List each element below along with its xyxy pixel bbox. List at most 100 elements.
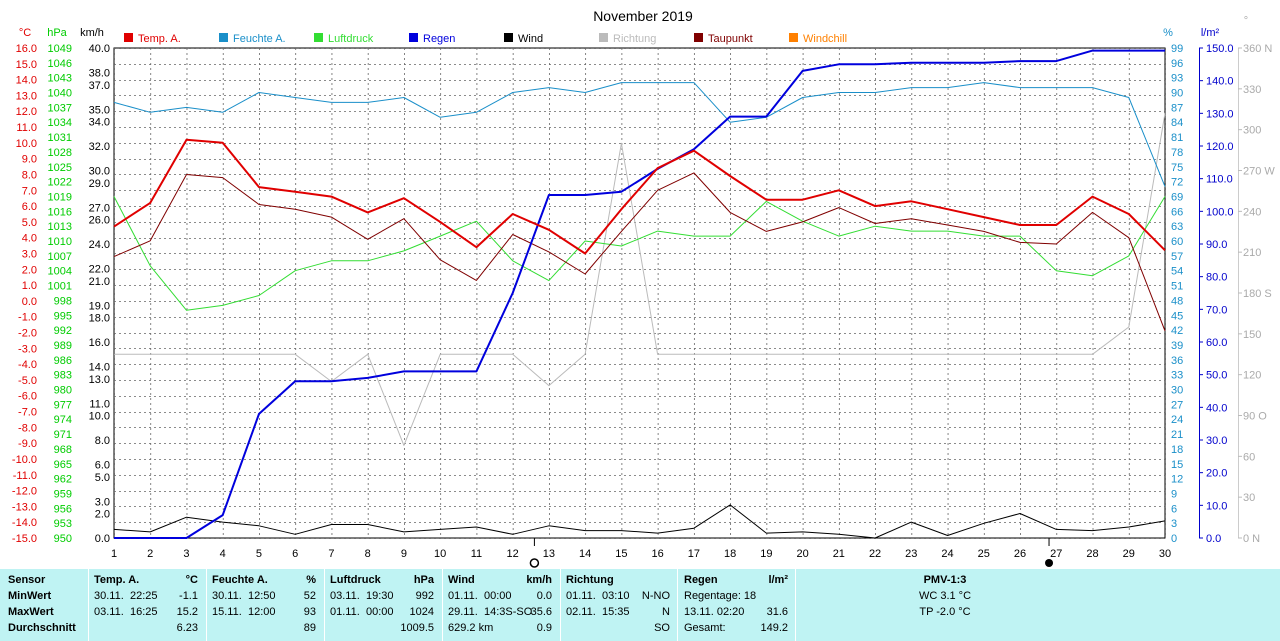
press-max-value: 1024 bbox=[409, 606, 434, 618]
hum-tick-label: 90 bbox=[1171, 88, 1183, 100]
legend-swatch bbox=[694, 33, 703, 42]
wind-tick-label: 0.0 bbox=[95, 533, 110, 545]
temp-max-date: 03.11. bbox=[94, 606, 124, 618]
x-tick-label: 10 bbox=[434, 548, 446, 560]
x-tick-label: 23 bbox=[905, 548, 917, 560]
wind-tick-label: 16.0 bbox=[89, 337, 110, 349]
wind-tick-label: 10.0 bbox=[89, 411, 110, 423]
series-temp-a-line bbox=[113, 138, 1166, 255]
x-tick-label: 3 bbox=[183, 548, 189, 560]
dir-tick-label: 210 bbox=[1243, 247, 1261, 259]
max-label: MaxWert bbox=[8, 606, 54, 618]
chart-title: November 2019 bbox=[593, 8, 693, 24]
min-label: MinWert bbox=[8, 590, 52, 602]
temp-tick-label: -2.0 bbox=[18, 328, 37, 340]
hpa-tick-label: 1028 bbox=[48, 147, 72, 159]
wind-tick-label: 38.0 bbox=[89, 68, 110, 80]
hum-tick-label: 72 bbox=[1171, 177, 1183, 189]
temp-tick-label: -4.0 bbox=[18, 359, 37, 371]
x-tick-label: 6 bbox=[292, 548, 298, 560]
x-tick-label: 25 bbox=[978, 548, 990, 560]
sensor-header: Sensor bbox=[8, 574, 46, 586]
dir-tick-label: 270 W bbox=[1243, 166, 1275, 178]
hum-tick-label: 81 bbox=[1171, 132, 1183, 144]
wind-tick-label: 14.0 bbox=[89, 362, 110, 374]
hum-min-date: 30.11. bbox=[212, 590, 242, 602]
axis-units: °C hPa km/h% l/m² ° bbox=[19, 15, 1248, 39]
dir-min-date: 01.11. bbox=[566, 590, 596, 602]
summary-panel: Sensor MinWert MaxWert Durchschnitt Temp… bbox=[0, 569, 1280, 641]
dir-max-time: 15:35 bbox=[602, 606, 630, 618]
hum-tick-label: 93 bbox=[1171, 73, 1183, 85]
hpa-tick-label: 989 bbox=[54, 340, 72, 352]
hum-tick-label: 0 bbox=[1171, 533, 1177, 545]
rain-tick-label: 140.0 bbox=[1206, 76, 1234, 88]
hum-tick-label: 45 bbox=[1171, 310, 1183, 322]
temp-tick-label: -5.0 bbox=[18, 375, 37, 387]
chart-series bbox=[113, 49, 1166, 539]
legend-swatch bbox=[219, 33, 228, 42]
hpa-tick-label: 971 bbox=[54, 429, 72, 441]
hum-max-date: 15.11. bbox=[212, 606, 242, 618]
rain-tick-label: 80.0 bbox=[1206, 272, 1227, 284]
hpa-tick-label: 998 bbox=[54, 295, 72, 307]
wind-tick-label: 34.0 bbox=[89, 117, 110, 129]
rain-tick-label: 130.0 bbox=[1206, 108, 1234, 120]
hpa-tick-label: 977 bbox=[54, 399, 72, 411]
hpa-tick-label: 1013 bbox=[48, 221, 72, 233]
wind-tick-label: 11.0 bbox=[89, 398, 110, 410]
rain-header: Regen bbox=[684, 574, 718, 586]
pmv-header: PMV-1:3 bbox=[923, 574, 967, 586]
x-tick-label: 28 bbox=[1086, 548, 1098, 560]
hpa-tick-label: 1031 bbox=[48, 132, 72, 144]
right-axes: 9996939087848178757269666360575451484542… bbox=[1171, 43, 1275, 545]
hum-max-time: 12:00 bbox=[248, 606, 276, 618]
x-tick-label: 19 bbox=[760, 548, 772, 560]
rain-unit-label: l/m² bbox=[1201, 27, 1220, 39]
x-tick-label: 22 bbox=[869, 548, 881, 560]
hum-tick-label: 18 bbox=[1171, 444, 1183, 456]
hum-tick-label: 3 bbox=[1171, 518, 1177, 530]
pmv-wc: WC 3.1 °C bbox=[918, 590, 972, 602]
hpa-tick-label: 1001 bbox=[48, 281, 72, 293]
hpa-tick-label: 959 bbox=[54, 488, 72, 500]
hum-tick-label: 30 bbox=[1171, 385, 1183, 397]
temp-tick-label: -11.0 bbox=[13, 470, 37, 482]
x-tick-label: 15 bbox=[615, 548, 627, 560]
press-max-date: 01.11. bbox=[330, 606, 360, 618]
wind-tick-label: 29.0 bbox=[89, 178, 110, 190]
temp-tick-label: 5.0 bbox=[22, 217, 37, 229]
hpa-tick-label: 980 bbox=[54, 385, 72, 397]
rain-tick-label: 150.0 bbox=[1206, 43, 1234, 55]
temp-tick-label: -1.0 bbox=[18, 312, 37, 324]
wind-tick-label: 3.0 bbox=[95, 496, 110, 508]
rain-days: Regentage: 18 bbox=[684, 590, 757, 602]
temp-tick-label: 4.0 bbox=[22, 233, 37, 245]
legend-label: Taupunkt bbox=[708, 33, 753, 45]
hum-tick-label: 54 bbox=[1171, 266, 1183, 278]
x-tick-label: 7 bbox=[328, 548, 334, 560]
hpa-unit-label: hPa bbox=[47, 27, 67, 39]
temp-max-time: 16:25 bbox=[130, 606, 158, 618]
wind-unit-label: km/h bbox=[80, 27, 104, 39]
press-unit: hPa bbox=[413, 574, 434, 586]
pmv-column: PMV-1:3 WC 3.1 °C TP -2.0 °C bbox=[880, 573, 1010, 621]
hum-tick-label: 15 bbox=[1171, 459, 1183, 471]
series-luftdruck-line bbox=[113, 196, 1166, 311]
hpa-tick-label: 1022 bbox=[48, 177, 72, 189]
temp-tick-label: -15.0 bbox=[12, 533, 37, 545]
wind-tick-label: 24.0 bbox=[89, 239, 110, 251]
wind-max-value: 35.6 bbox=[530, 606, 552, 618]
dir-header: Richtung bbox=[566, 574, 614, 586]
wind-tick-label: 27.0 bbox=[89, 202, 110, 214]
hpa-tick-label: 1007 bbox=[48, 251, 72, 263]
x-tick-label: 26 bbox=[1014, 548, 1026, 560]
wind-tick-label: 19.0 bbox=[89, 300, 110, 312]
rain-tick-label: 50.0 bbox=[1206, 370, 1227, 382]
x-tick-label: 30 bbox=[1159, 548, 1171, 560]
temp-tick-label: -8.0 bbox=[18, 422, 37, 434]
hum-tick-label: 21 bbox=[1171, 429, 1183, 441]
temp-min-date: 30.11. bbox=[94, 590, 124, 602]
hpa-tick-label: 1019 bbox=[48, 191, 72, 203]
hpa-tick-label: 965 bbox=[54, 459, 72, 471]
